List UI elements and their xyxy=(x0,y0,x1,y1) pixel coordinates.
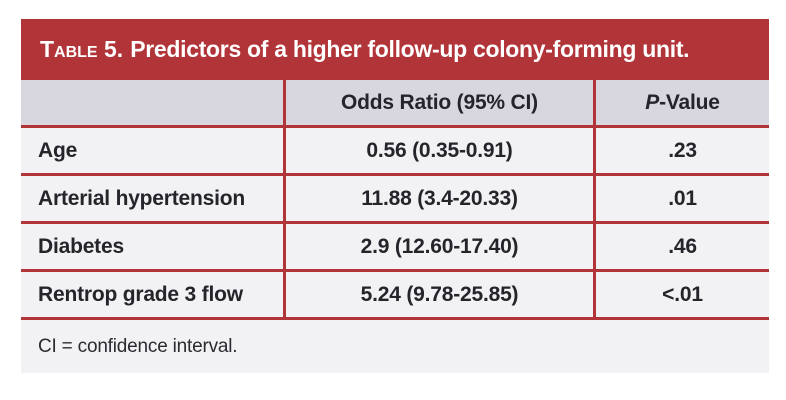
column-header-p-value: P -Value xyxy=(593,80,769,125)
column-header-row: Odds Ratio (95% CI) P -Value xyxy=(21,80,769,125)
row-label: Age xyxy=(38,138,78,162)
table-footnote: CI = confidence interval. xyxy=(21,317,769,373)
table-title-bar: Table 5. Predictors of a higher follow-u… xyxy=(21,19,769,80)
row-odds-ratio: 5.24 (9.78-25.85) xyxy=(283,272,593,317)
row-label: Arterial hypertension xyxy=(38,186,246,210)
table-5-card: Table 5. Predictors of a higher follow-u… xyxy=(21,19,769,373)
table-row: Rentrop grade 3 flow 5.24 (9.78-25.85) <… xyxy=(21,269,769,317)
p-italic: P xyxy=(645,90,660,114)
row-label: Rentrop grade 3 flow xyxy=(38,282,243,306)
row-p-value: .23 xyxy=(593,128,769,173)
footnote-text: CI = confidence interval. xyxy=(38,335,238,357)
column-header-odds-ratio: Odds Ratio (95% CI) xyxy=(283,80,593,125)
row-odds-ratio: 2.9 (12.60-17.40) xyxy=(283,224,593,269)
row-odds-ratio: 11.88 (3.4-20.33) xyxy=(283,176,593,221)
table-title-text: Predictors of a higher follow-up colony-… xyxy=(130,36,690,62)
row-p-value: .46 xyxy=(593,224,769,269)
row-odds-ratio: 0.56 (0.35-0.91) xyxy=(283,128,593,173)
p-value-rest: -Value xyxy=(659,90,720,114)
table-row: Arterial hypertension 11.88 (3.4-20.33) … xyxy=(21,173,769,221)
table-number-label: Table 5. xyxy=(40,36,124,62)
row-label: Diabetes xyxy=(38,234,124,258)
column-header-empty xyxy=(21,80,283,125)
table-row: Age 0.56 (0.35-0.91) .23 xyxy=(21,125,769,173)
row-p-value: .01 xyxy=(593,176,769,221)
table-row: Diabetes 2.9 (12.60-17.40) .46 xyxy=(21,221,769,269)
row-p-value: <.01 xyxy=(593,272,769,317)
